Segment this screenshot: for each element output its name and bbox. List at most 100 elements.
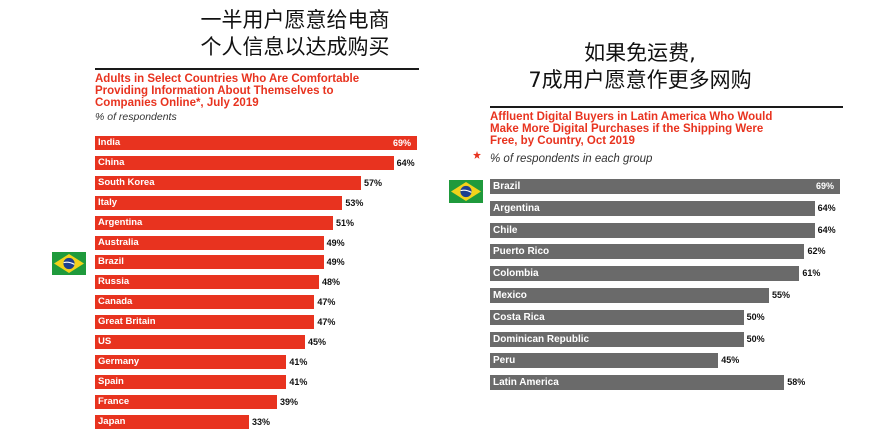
right-chart-subtitle: % of respondents in each group xyxy=(490,153,653,165)
bar xyxy=(95,335,305,349)
bar-category-label: Argentina xyxy=(493,202,540,214)
bar-value-label: 39% xyxy=(280,396,299,407)
bar-category-label: Colombia xyxy=(493,268,539,280)
bar-category-label: India xyxy=(98,137,121,148)
bar xyxy=(95,235,324,250)
bar-value-label: 50% xyxy=(746,333,765,344)
bar xyxy=(95,315,315,330)
bar xyxy=(490,222,815,238)
bar-value-label: 64% xyxy=(817,224,836,235)
right-chart-title-line-1: Affluent Digital Buyers in Latin America… xyxy=(490,111,773,123)
bar-value-label: 64% xyxy=(817,202,836,213)
right-chart-title: Affluent Digital Buyers in Latin America… xyxy=(490,111,772,147)
left-chart-panel: Adults in Select Countries Who Are Comfo… xyxy=(95,68,425,438)
bar-category-label: Brazil xyxy=(98,256,124,268)
bar-value-label: 45% xyxy=(308,337,327,347)
bar xyxy=(95,374,287,389)
bar-category-label: Mexico xyxy=(493,290,527,301)
left-caption-line-1: 一半用户愿意给电商 xyxy=(200,8,390,32)
bar-category-label: Australia xyxy=(98,236,139,248)
red-star-icon xyxy=(473,151,481,159)
bar-category-label: Latin America xyxy=(493,377,559,389)
bar-category-label: South Korea xyxy=(98,176,155,188)
bar xyxy=(490,331,744,347)
left-chart-title-line-1: Adults in Select Countries Who Are Comfo… xyxy=(95,73,360,85)
bar-value-label: 47% xyxy=(317,317,336,328)
bar-category-label: Puerto Rico xyxy=(493,246,550,258)
bar xyxy=(95,136,417,150)
bar-category-label: China xyxy=(98,156,125,168)
bar-category-label: Argentina xyxy=(98,216,143,228)
bar-category-label: Canada xyxy=(98,296,133,308)
right-caption: 如果免运费, 7成用户愿意作更多网购 xyxy=(520,40,760,94)
bar-value-label: 58% xyxy=(787,377,806,388)
right-caption-line-1: 如果免运费, xyxy=(584,41,696,65)
bar-category-label: Japan xyxy=(98,415,126,427)
bar-value-label: 41% xyxy=(289,356,308,367)
bar xyxy=(95,215,333,230)
bar-category-label: Russia xyxy=(98,276,130,288)
bar-value-label: 45% xyxy=(721,355,740,366)
right-chart-bars: Brazil 69% Argentina 64% Chile 64% Puerto Rico… xyxy=(490,179,845,394)
bar-value-label: 41% xyxy=(289,376,308,387)
bar xyxy=(95,155,394,170)
left-chart-title-line-2: Providing Information About Themselves t… xyxy=(95,85,334,97)
brazil-flag-icon xyxy=(449,180,483,203)
left-caption-line-2: 个人信息以达成购买 xyxy=(200,35,390,59)
bar-value-label: 55% xyxy=(771,290,790,300)
bar-value-label: 53% xyxy=(345,197,364,208)
bar xyxy=(95,295,315,310)
bar-category-label: Great Britain xyxy=(98,316,156,328)
bar xyxy=(490,179,840,194)
left-chart-subtitle: % of respondents xyxy=(95,111,177,123)
bar xyxy=(490,200,815,216)
bar-value-label: 48% xyxy=(322,277,341,288)
bar-category-label: Spain xyxy=(98,375,124,387)
bar-category-label: Costa Rica xyxy=(493,311,545,323)
bar xyxy=(490,353,719,369)
bar-value-label: 49% xyxy=(326,237,345,248)
bar-category-label: Peru xyxy=(493,355,516,367)
bar-value-label: 57% xyxy=(364,177,383,188)
left-chart-top-rule xyxy=(95,68,419,70)
bar xyxy=(490,244,805,260)
bar-value-label: 62% xyxy=(807,246,826,257)
right-chart-top-rule xyxy=(490,106,843,108)
bar-category-label: US xyxy=(98,336,112,347)
bar-value-label: 33% xyxy=(252,416,271,427)
bar xyxy=(490,375,785,391)
bar xyxy=(95,394,277,409)
bar xyxy=(95,275,319,290)
right-caption-line-2: 7成用户愿意作更多网购 xyxy=(528,68,752,92)
bar-value-label: 69% xyxy=(816,181,835,191)
bar xyxy=(95,414,249,429)
bar xyxy=(95,255,324,270)
bar-value-label: 50% xyxy=(746,311,765,322)
right-chart-title-line-2: Make More Digital Purchases if the Shipp… xyxy=(490,123,764,135)
bar xyxy=(490,288,769,303)
bar xyxy=(95,354,287,369)
bar-category-label: Italy xyxy=(98,196,118,208)
bar-value-label: 49% xyxy=(326,257,345,268)
right-chart-title-line-3: Free, by Country, Oct 2019 xyxy=(490,135,635,147)
bar-category-label: Dominican Republic xyxy=(493,333,590,345)
right-chart-panel: Affluent Digital Buyers in Latin America… xyxy=(490,106,845,396)
bar-category-label: Chile xyxy=(493,224,518,236)
bar-value-label: 61% xyxy=(802,268,821,279)
bar-category-label: France xyxy=(98,395,130,407)
bar-value-label: 51% xyxy=(336,217,355,228)
left-chart-title-line-3: Companies Online*, July 2019 xyxy=(95,97,259,109)
bar-value-label: 69% xyxy=(393,138,412,148)
bar-category-label: Germany xyxy=(98,355,140,367)
bar xyxy=(95,195,343,210)
left-caption: 一半用户愿意给电商 个人信息以达成购买 xyxy=(170,7,420,61)
bar xyxy=(490,309,744,325)
bar xyxy=(95,175,361,190)
bar-value-label: 64% xyxy=(396,157,415,168)
left-chart-title: Adults in Select Countries Who Are Comfo… xyxy=(95,73,359,109)
bar xyxy=(490,266,800,282)
left-chart-bars: India 69% China 64% South Korea 57% Italy 53% Ar… xyxy=(95,136,425,436)
brazil-flag-icon xyxy=(52,252,86,275)
bar-value-label: 47% xyxy=(317,297,336,308)
bar-category-label: Brazil xyxy=(493,181,521,192)
